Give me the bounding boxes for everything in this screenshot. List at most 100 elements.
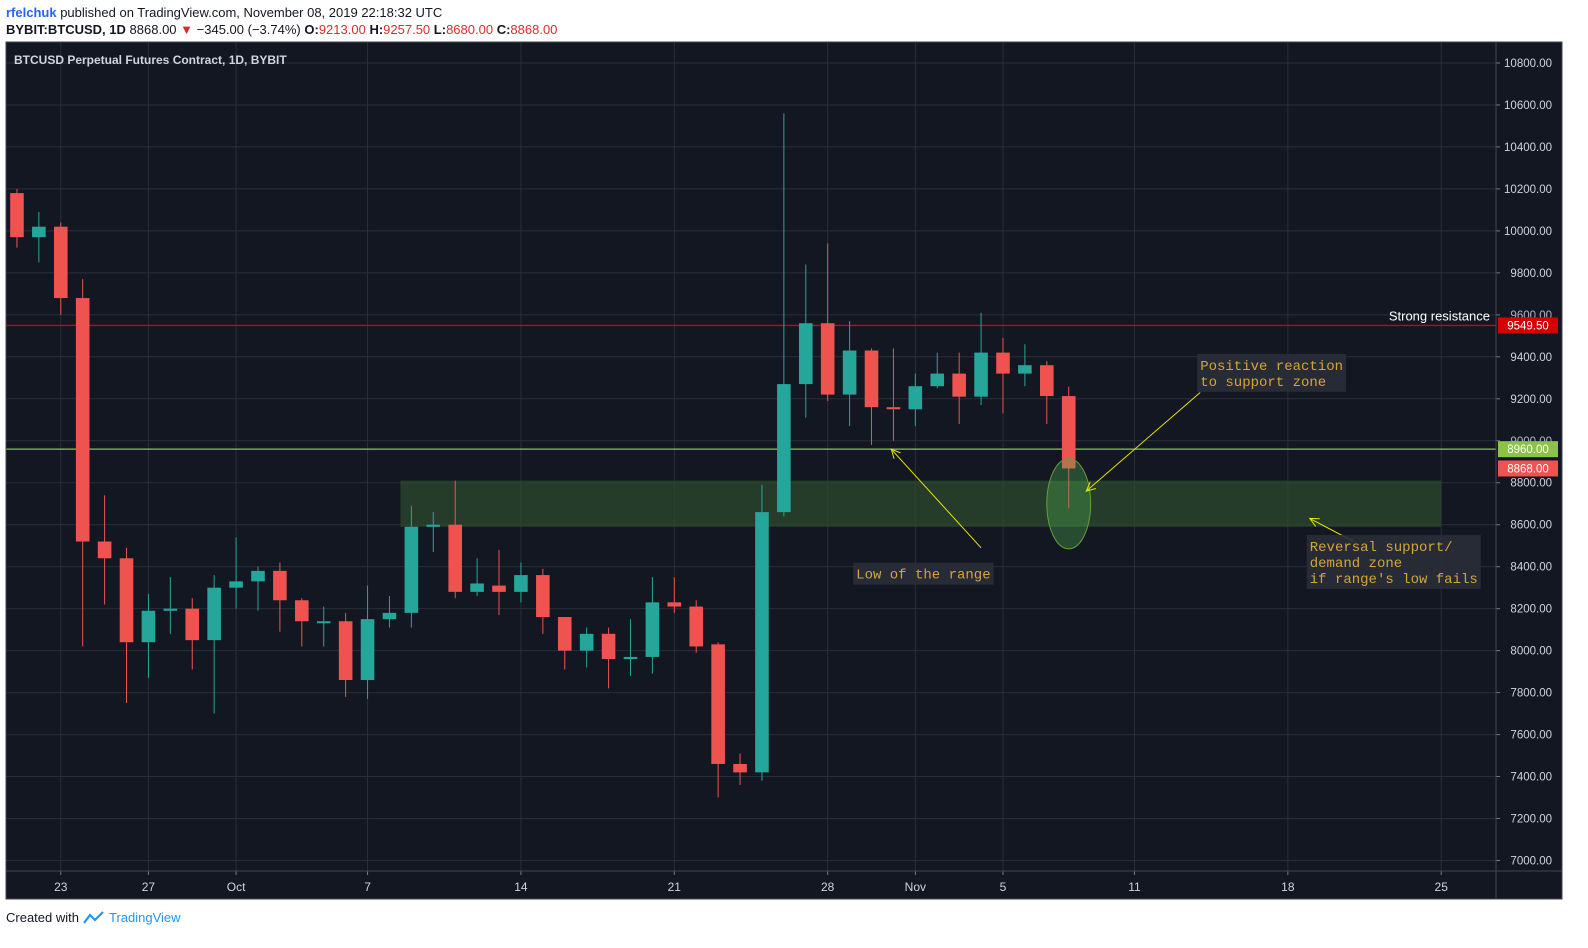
- arrow-head: [890, 448, 901, 459]
- arrow: [1085, 392, 1201, 492]
- candle: [864, 348, 879, 445]
- candle: [316, 606, 331, 647]
- candle: [229, 537, 243, 609]
- low-label: L:: [433, 22, 447, 37]
- candle: [689, 600, 704, 653]
- candle-body: [426, 524, 441, 527]
- candle-body: [338, 621, 353, 681]
- candle: [842, 321, 857, 427]
- candle: [755, 484, 769, 781]
- chart-title: BTCUSD Perpetual Futures Contract, 1D, B…: [14, 53, 287, 67]
- candle-body: [492, 585, 506, 592]
- candle-body: [1040, 365, 1054, 397]
- price-tick-label: 7200.00: [1510, 814, 1552, 826]
- open-label: O:: [304, 22, 319, 37]
- candle-body: [470, 583, 484, 592]
- time-tick-label: 14: [514, 880, 528, 894]
- candle: [207, 575, 221, 714]
- time-tick-label: 25: [1435, 880, 1449, 894]
- candle: [601, 627, 616, 689]
- price-tick-label: 7600.00: [1510, 730, 1552, 742]
- price-tick-label: 9200.00: [1510, 394, 1552, 406]
- candle-body: [733, 763, 747, 773]
- price-tick-label: 10600.00: [1504, 100, 1552, 112]
- candle-body: [141, 610, 156, 643]
- candle: [536, 568, 550, 634]
- price-tick-label: 10800.00: [1504, 58, 1552, 70]
- candle: [733, 753, 747, 785]
- candle: [338, 612, 353, 697]
- publish-line: rfelchuk published on TradingView.com, N…: [6, 4, 557, 21]
- price-label-bg: [1498, 441, 1558, 458]
- annotation-box: [853, 562, 994, 585]
- annotation-box: [1306, 534, 1481, 589]
- open-value: 9213.00: [318, 22, 366, 37]
- candle: [952, 352, 966, 424]
- candle-body: [667, 602, 682, 607]
- candle-body: [908, 386, 923, 410]
- author-link[interactable]: rfelchuk: [6, 5, 57, 20]
- price-tick-label: 8400.00: [1510, 562, 1552, 574]
- arrow-line: [1085, 392, 1201, 492]
- candle: [711, 642, 725, 798]
- time-tick-label: 18: [1281, 880, 1295, 894]
- time-tick-label: 11: [1128, 880, 1141, 894]
- candle: [295, 598, 309, 647]
- candle-body: [711, 644, 725, 764]
- close-value: 8868.00: [510, 22, 558, 37]
- low-value: 8680.00: [446, 22, 494, 37]
- arrow: [890, 448, 982, 549]
- time-tick-label: 28: [821, 880, 835, 894]
- candle: [97, 495, 112, 605]
- candle-body: [316, 621, 331, 624]
- candle: [492, 549, 506, 615]
- candle-body: [10, 193, 24, 238]
- tradingview-brand-link[interactable]: TradingView: [108, 910, 181, 925]
- candle-body: [930, 373, 945, 387]
- candle: [75, 279, 90, 647]
- time-axis: 23 27 Oct 7 14 21 28 Nov 5 11 18 25: [54, 871, 1448, 894]
- candle: [645, 577, 660, 674]
- price-label-tag: 8960.00: [1498, 441, 1558, 458]
- candle-body: [777, 384, 791, 513]
- candle: [141, 593, 156, 678]
- candle: [1018, 344, 1032, 387]
- candle: [623, 619, 638, 676]
- tradingview-logo-icon: [83, 910, 104, 924]
- candle: [53, 222, 68, 315]
- candle: [1061, 386, 1076, 508]
- candle-body: [601, 633, 616, 660]
- candle-body: [53, 226, 68, 299]
- candle: [273, 562, 287, 632]
- candle-body: [32, 226, 46, 238]
- candle: [820, 243, 835, 401]
- time-axis-panel[interactable]: [6, 871, 1496, 899]
- candle: [163, 577, 178, 634]
- candle: [777, 113, 791, 517]
- horizontal-levels: Strong resistance: [6, 308, 1496, 450]
- candle-body: [886, 407, 901, 410]
- candle-body: [514, 575, 528, 592]
- candle-body: [842, 350, 857, 395]
- price-tick-label: 9800.00: [1510, 268, 1552, 280]
- annotation-text: Reversal support/: [1310, 540, 1453, 556]
- candle: [514, 562, 528, 603]
- annotation-text: to support zone: [1200, 375, 1326, 391]
- price-tick-label: 10000.00: [1504, 226, 1552, 238]
- candle: [470, 558, 484, 597]
- arrow-line: [890, 448, 982, 549]
- candle-body: [864, 350, 879, 408]
- symbol-label: BYBIT:BTCUSD, 1D: [6, 22, 126, 37]
- candle: [448, 480, 462, 599]
- resistance-label: Strong resistance: [1389, 308, 1490, 323]
- candle: [798, 264, 813, 418]
- created-with-label: Created with: [6, 910, 79, 925]
- candle-body: [207, 587, 221, 641]
- candle-body: [75, 298, 90, 542]
- time-tick-label: 23: [54, 880, 68, 894]
- annotation-text: Positive reaction: [1200, 359, 1343, 375]
- annotation: Low of the range: [853, 562, 994, 585]
